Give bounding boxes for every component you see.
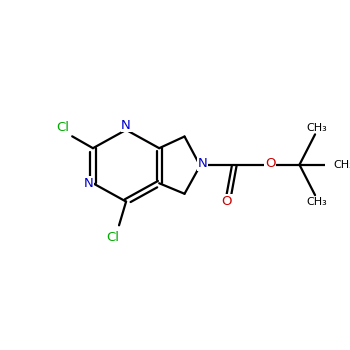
Text: CH₃: CH₃: [307, 197, 327, 206]
Text: O: O: [265, 157, 275, 170]
Text: Cl: Cl: [56, 121, 69, 134]
Text: CH₃: CH₃: [333, 160, 350, 170]
Text: O: O: [222, 195, 232, 208]
Text: Cl: Cl: [106, 231, 119, 244]
Text: N: N: [198, 157, 208, 170]
Text: CH₃: CH₃: [307, 123, 327, 133]
Text: N: N: [121, 119, 131, 132]
Text: N: N: [83, 177, 93, 190]
